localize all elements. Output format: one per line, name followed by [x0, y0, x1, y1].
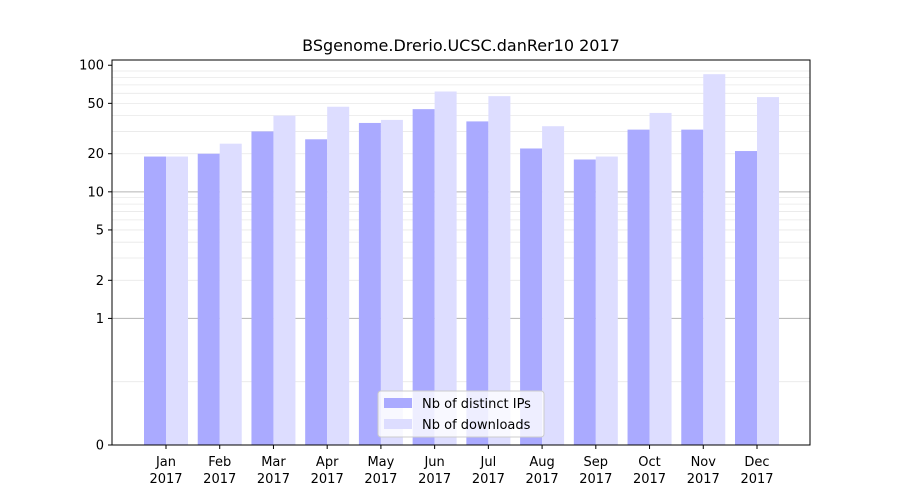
- legend-swatch: [384, 419, 412, 429]
- bar-distinct-ips: [520, 148, 543, 445]
- legend-label: Nb of distinct IPs: [422, 397, 531, 412]
- y-tick-label: 2: [96, 274, 104, 289]
- legend-label: Nb of downloads: [422, 418, 531, 433]
- y-tick-label: 1: [96, 312, 104, 327]
- x-tick-label-month: Jan: [155, 455, 176, 470]
- x-tick-label-month: Apr: [316, 455, 339, 470]
- legend: Nb of distinct IPs Nb of downloads: [377, 390, 545, 438]
- x-tick-label-year: 2017: [579, 472, 612, 487]
- x-tick-label-year: 2017: [633, 472, 666, 487]
- y-tick-label: 5: [96, 223, 104, 238]
- x-tick-label-month: Mar: [261, 455, 286, 470]
- x-tick-label-month: Jun: [423, 455, 444, 470]
- bar-distinct-ips: [305, 139, 328, 445]
- y-tick-label: 50: [87, 97, 104, 112]
- bar-downloads: [595, 156, 618, 446]
- bar-downloads: [757, 97, 779, 446]
- x-tick-label-year: 2017: [418, 472, 451, 487]
- x-tick-label-year: 2017: [203, 472, 236, 487]
- y-tick-label: 100: [79, 59, 104, 74]
- x-tick-label-year: 2017: [364, 472, 397, 487]
- x-tick-label-year: 2017: [472, 472, 505, 487]
- bar-distinct-ips: [251, 131, 274, 445]
- bar-distinct-ips: [412, 109, 435, 446]
- x-tick-label-month: Feb: [208, 455, 231, 470]
- x-tick-label-month: Aug: [529, 455, 554, 470]
- bars: [144, 74, 779, 446]
- x-tick-label-month: Nov: [691, 455, 717, 470]
- x-tick-label-month: Jul: [480, 455, 497, 470]
- x-tick-label-year: 2017: [526, 472, 559, 487]
- bar-downloads: [434, 91, 457, 445]
- bar-distinct-ips: [735, 151, 757, 445]
- bar-distinct-ips: [466, 121, 489, 445]
- axes: 0 1 2 5 10 20 50 100 Jan 2017 Feb 2017 Mar 2017 Apr 201…: [79, 59, 811, 487]
- x-tick-label-year: 2017: [740, 472, 773, 487]
- y-tick-label: 20: [87, 147, 104, 162]
- y-tick-label: 0: [96, 439, 104, 454]
- x-tick-label-year: 2017: [149, 472, 182, 487]
- bar-downloads: [219, 143, 242, 445]
- bar-downloads: [542, 126, 565, 446]
- bar-distinct-ips: [627, 129, 650, 445]
- bar-downloads: [380, 119, 403, 445]
- x-tick-label-year: 2017: [311, 472, 344, 487]
- x-tick-label-month: Oct: [638, 455, 660, 470]
- bar-distinct-ips: [358, 122, 381, 445]
- bar-downloads: [273, 115, 296, 445]
- bar-distinct-ips: [144, 156, 166, 446]
- bar-downloads: [327, 106, 350, 445]
- bar-downloads: [166, 156, 188, 446]
- bar-downloads: [649, 112, 672, 446]
- x-tick-label-year: 2017: [257, 472, 290, 487]
- plot-frame: [111, 59, 811, 446]
- x-tick-label-month: Sep: [584, 455, 609, 470]
- chart-title: BSgenome.Drerio.UCSC.danRer10 2017: [302, 36, 620, 55]
- bar-downloads: [488, 96, 511, 446]
- y-tick-label: 10: [87, 185, 104, 200]
- x-tick-label-month: Dec: [744, 455, 769, 470]
- bar-distinct-ips: [573, 159, 596, 445]
- legend-box: [377, 390, 545, 438]
- bar-distinct-ips: [681, 129, 704, 445]
- x-tick-label-month: May: [367, 455, 394, 470]
- bar-downloads: [703, 74, 726, 446]
- x-tick-label-year: 2017: [687, 472, 720, 487]
- legend-swatch: [384, 398, 412, 408]
- bar-distinct-ips: [197, 153, 220, 446]
